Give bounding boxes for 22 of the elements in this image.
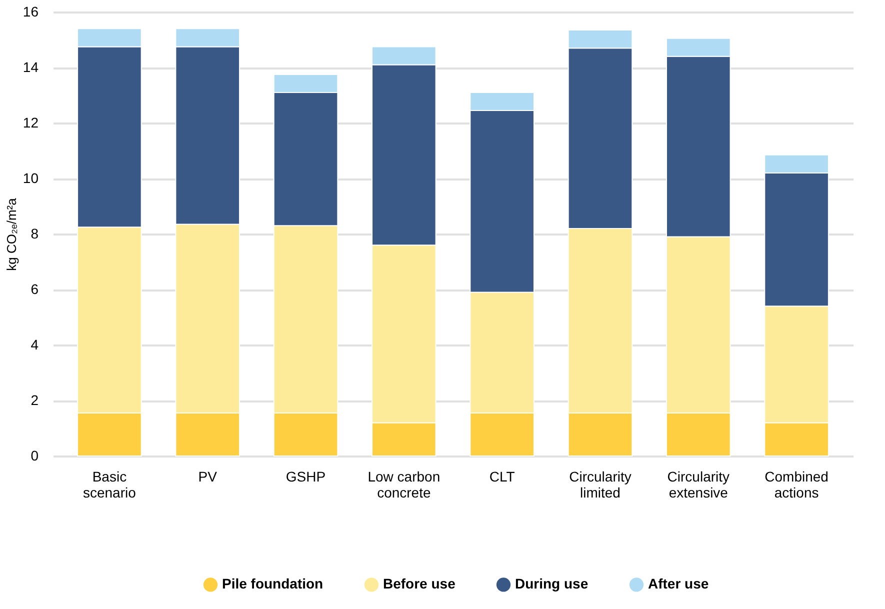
legend-label: Before use xyxy=(383,576,456,592)
x-tick-label: PV xyxy=(198,468,218,484)
y-tick-label: 10 xyxy=(22,170,39,186)
y-tick-label: 0 xyxy=(30,448,39,464)
y-tick-label: 4 xyxy=(30,336,39,352)
y-tick-label: 16 xyxy=(22,4,39,20)
legend-label: After use xyxy=(648,576,709,592)
y-axis-title: kg CO₂ₑ/m²a xyxy=(4,197,19,271)
x-tick-label: Combined actions xyxy=(764,468,828,500)
y-tick-label: 8 xyxy=(30,226,39,242)
y-tick-label: 6 xyxy=(30,281,39,297)
y-tick-label: 12 xyxy=(22,114,39,130)
x-tick-label: Circularity limited xyxy=(569,468,632,500)
legend-label: Pile foundation xyxy=(222,576,324,592)
x-tick-label: GSHP xyxy=(286,468,326,484)
legend-label: During use xyxy=(515,576,588,592)
x-tick-label: Circularity extensive xyxy=(667,468,730,500)
y-tick-label: 14 xyxy=(22,59,39,75)
x-tick-label: Basic scenario xyxy=(82,468,136,500)
y-tick-label: 2 xyxy=(30,392,39,408)
x-tick-label: CLT xyxy=(489,468,516,484)
x-tick-label: Low carbon concrete xyxy=(368,468,440,500)
